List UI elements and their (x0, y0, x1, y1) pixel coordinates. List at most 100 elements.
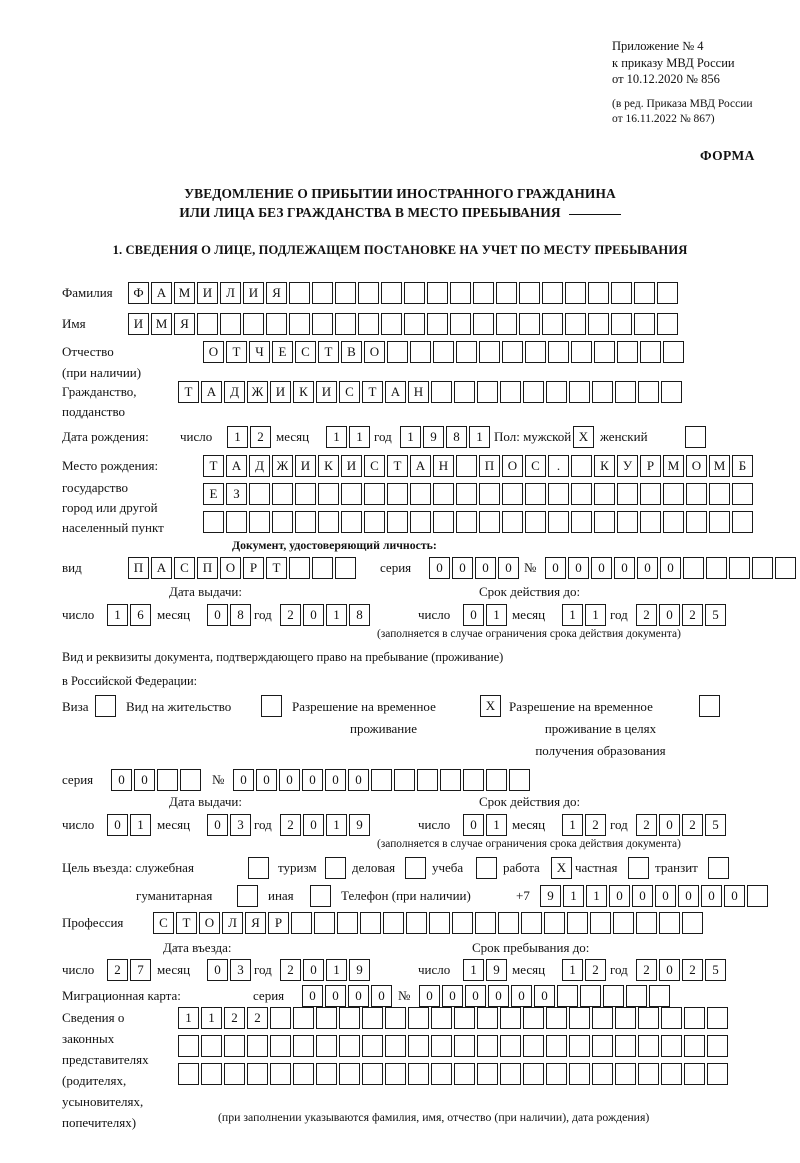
char-cell[interactable] (542, 313, 563, 335)
char-cell[interactable] (615, 1035, 636, 1057)
char-cell[interactable] (569, 1007, 590, 1029)
char-cell[interactable] (362, 1007, 383, 1029)
char-cell[interactable] (341, 511, 362, 533)
char-cell[interactable] (452, 912, 473, 934)
char-cell[interactable]: О (502, 455, 523, 477)
char-cell[interactable]: 0 (207, 814, 228, 836)
sex-female-checkbox[interactable] (685, 426, 706, 448)
char-cell[interactable] (477, 1007, 498, 1029)
char-cell[interactable]: Я (245, 912, 266, 934)
char-cell[interactable]: 9 (349, 814, 370, 836)
char-cell[interactable] (249, 511, 270, 533)
char-cell[interactable] (732, 483, 753, 505)
char-cell[interactable] (381, 282, 402, 304)
char-cell[interactable] (569, 1035, 590, 1057)
char-cell[interactable] (707, 1007, 728, 1029)
char-cell[interactable] (502, 341, 523, 363)
char-cell[interactable] (519, 313, 540, 335)
char-cell[interactable]: 2 (250, 426, 271, 448)
char-cell[interactable] (180, 769, 201, 791)
char-cell[interactable] (544, 912, 565, 934)
char-cell[interactable]: 0 (348, 769, 369, 791)
char-cell[interactable]: О (199, 912, 220, 934)
char-cell[interactable]: О (203, 341, 224, 363)
char-cell[interactable] (293, 1035, 314, 1057)
char-cell[interactable]: 9 (540, 885, 561, 907)
temp-residence-edu-checkbox[interactable] (699, 695, 720, 717)
char-cell[interactable] (473, 313, 494, 335)
title-blank-underline[interactable] (568, 203, 621, 215)
char-cell[interactable] (475, 912, 496, 934)
char-cell[interactable] (546, 1063, 567, 1085)
char-cell[interactable] (312, 282, 333, 304)
birthplace-row3-boxes[interactable] (203, 511, 755, 533)
char-cell[interactable] (387, 341, 408, 363)
char-cell[interactable]: Т (178, 381, 199, 403)
char-cell[interactable] (594, 511, 615, 533)
char-cell[interactable] (289, 313, 310, 335)
char-cell[interactable] (203, 511, 224, 533)
char-cell[interactable] (502, 483, 523, 505)
char-cell[interactable]: Л (222, 912, 243, 934)
char-cell[interactable] (569, 381, 590, 403)
char-cell[interactable]: К (318, 455, 339, 477)
char-cell[interactable] (617, 483, 638, 505)
char-cell[interactable] (316, 1035, 337, 1057)
char-cell[interactable]: 0 (303, 959, 324, 981)
char-cell[interactable] (410, 483, 431, 505)
char-cell[interactable]: 0 (475, 557, 496, 579)
purpose-private-checkbox[interactable] (628, 857, 649, 879)
char-cell[interactable] (479, 483, 500, 505)
char-cell[interactable] (592, 1063, 613, 1085)
char-cell[interactable] (567, 912, 588, 934)
char-cell[interactable] (479, 341, 500, 363)
char-cell[interactable] (615, 1063, 636, 1085)
char-cell[interactable] (318, 511, 339, 533)
char-cell[interactable]: 5 (705, 814, 726, 836)
char-cell[interactable] (496, 313, 517, 335)
char-cell[interactable] (362, 1063, 383, 1085)
char-cell[interactable]: Р (243, 557, 264, 579)
char-cell[interactable] (682, 912, 703, 934)
char-cell[interactable]: А (201, 381, 222, 403)
char-cell[interactable] (314, 912, 335, 934)
char-cell[interactable] (454, 381, 475, 403)
char-cell[interactable] (525, 341, 546, 363)
char-cell[interactable]: 0 (534, 985, 555, 1007)
char-cell[interactable] (663, 483, 684, 505)
char-cell[interactable] (456, 511, 477, 533)
char-cell[interactable]: Т (226, 341, 247, 363)
char-cell[interactable] (521, 912, 542, 934)
char-cell[interactable]: 1 (563, 885, 584, 907)
char-cell[interactable] (224, 1063, 245, 1085)
char-cell[interactable] (224, 1035, 245, 1057)
char-cell[interactable]: 0 (442, 985, 463, 1007)
char-cell[interactable] (686, 511, 707, 533)
char-cell[interactable] (752, 557, 773, 579)
char-cell[interactable] (657, 282, 678, 304)
char-cell[interactable] (289, 282, 310, 304)
char-cell[interactable]: 0 (429, 557, 450, 579)
char-cell[interactable] (500, 1035, 521, 1057)
char-cell[interactable] (548, 511, 569, 533)
char-cell[interactable]: Ч (249, 341, 270, 363)
char-cell[interactable] (747, 885, 768, 907)
char-cell[interactable] (272, 511, 293, 533)
char-cell[interactable] (316, 1007, 337, 1029)
char-cell[interactable]: 0 (678, 885, 699, 907)
char-cell[interactable] (270, 1035, 291, 1057)
char-cell[interactable] (592, 1035, 613, 1057)
char-cell[interactable] (337, 912, 358, 934)
char-cell[interactable] (502, 511, 523, 533)
